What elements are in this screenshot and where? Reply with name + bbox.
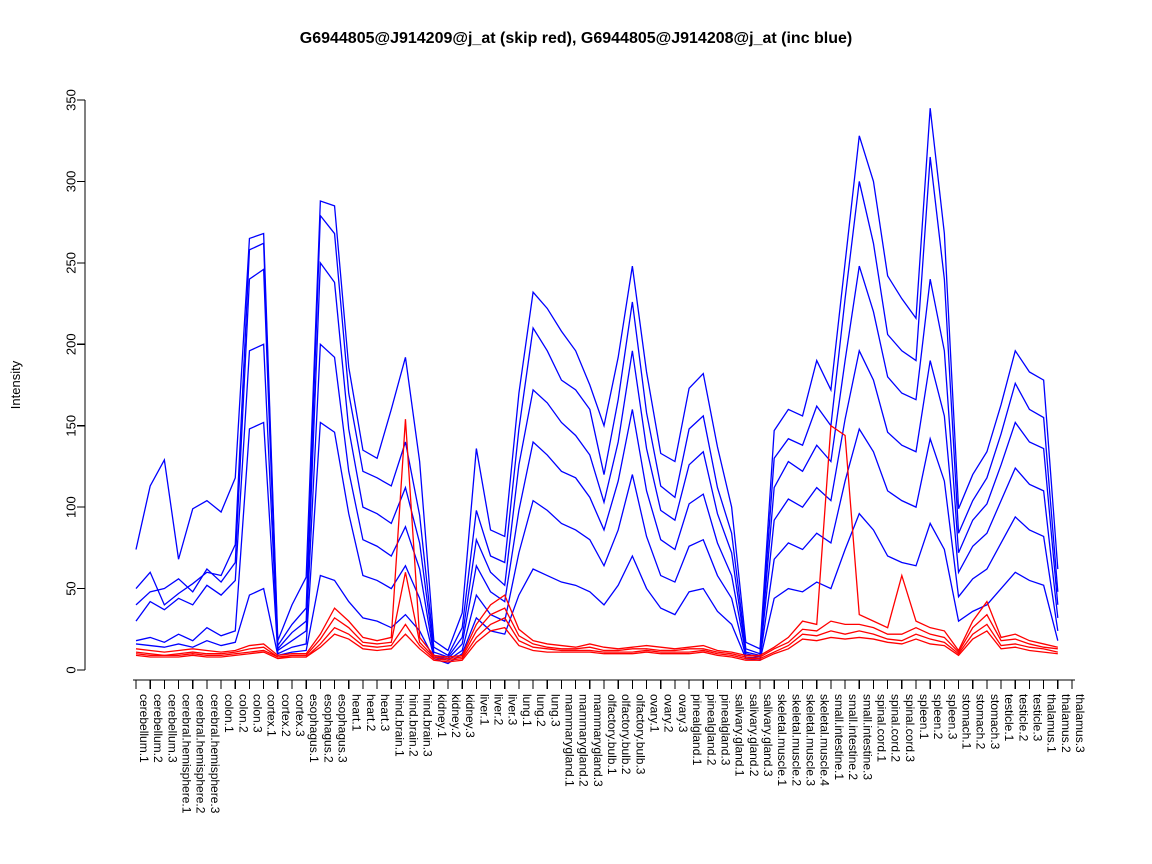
y-tick-label: 0 [64, 666, 79, 673]
series-line-skip-red-4 [135, 626, 1058, 663]
x-tick-label: pinealgland.3 [718, 694, 732, 766]
x-tick-label: cerebral.hemisphere.2 [194, 694, 208, 814]
series-line-inc-blue-5 [135, 421, 1059, 661]
x-tick-label: ovary.1 [648, 694, 662, 733]
x-tick-label: kidney.2 [449, 694, 463, 738]
x-tick-label: cortex.1 [265, 694, 279, 737]
x-tick-label: mammarygland.3 [591, 694, 605, 787]
x-tick-label: esophagus.2 [321, 694, 335, 763]
x-tick-label: small.intestine.3 [860, 694, 874, 780]
x-tick-label: spleen.1 [917, 694, 931, 740]
x-tick-label: mammarygland.2 [577, 694, 591, 787]
x-tick-label: lung.2 [534, 694, 548, 727]
x-tick-label: pinealgland.2 [704, 694, 718, 766]
x-tick-label: hind.brain.3 [421, 694, 435, 757]
x-tick-labels: cerebellum.1 cerebellum.2 cerebellum.3 cere… [137, 694, 1087, 814]
x-tick-label: colon.3 [250, 694, 264, 733]
x-tick-label: heart.1 [350, 694, 364, 732]
x-tick-label: esophagus.1 [307, 694, 321, 763]
series-line-inc-blue-6 [135, 512, 1059, 665]
y-tick-label: 300 [64, 171, 79, 193]
x-tick-label: esophagus.3 [336, 694, 350, 763]
x-tick-label: cerebral.hemisphere.3 [208, 694, 222, 814]
series-lines [135, 108, 1059, 665]
x-tick-label: skeletal.muscle.4 [818, 694, 832, 786]
y-tick-label: 150 [64, 415, 79, 437]
x-tick-label: hind.brain.2 [406, 694, 420, 757]
x-tick-label: cerebral.hemisphere.1 [180, 694, 194, 814]
x-tick-label: heart.2 [364, 694, 378, 732]
x-tick-label: small.intestine.2 [846, 694, 860, 780]
y-tick-label: 200 [64, 333, 79, 355]
x-tick-label: spinal.cord.1 [874, 694, 888, 762]
x-tick-label: cerebellum.3 [165, 694, 179, 763]
x-tick-label: testicle.2 [1016, 694, 1030, 742]
x-tick-label: spinal.cord.2 [889, 694, 903, 762]
x-tick-label: thalamus.2 [1059, 694, 1073, 753]
x-tick-label: thalamus.3 [1073, 694, 1087, 753]
series-line-inc-blue-1 [135, 108, 1059, 652]
x-tick-label: skeletal.muscle.1 [775, 694, 789, 786]
y-tick-label: 350 [64, 89, 79, 111]
y-tick-label: 50 [64, 581, 79, 595]
x-tick-label: ovary.2 [662, 694, 676, 733]
y-tick-label: 100 [64, 496, 79, 518]
x-tick-label: colon.1 [222, 694, 236, 733]
x-tick-label: heart.3 [378, 694, 392, 732]
x-tick-label: skeletal.muscle.3 [804, 694, 818, 786]
x-tick-label: kidney.3 [463, 694, 477, 738]
series-line-inc-blue-3 [135, 260, 1059, 658]
x-tick-label: spleen.2 [931, 694, 945, 740]
x-tick-label: kidney.1 [435, 694, 449, 738]
x-tick-label: cortex.3 [293, 694, 307, 737]
x-tick-label: ovary.3 [676, 694, 690, 733]
y-axis-title: Intensity [8, 360, 23, 409]
x-tick-label: skeletal.muscle.2 [789, 694, 803, 786]
x-tick-label: mammarygland.1 [562, 694, 576, 787]
series-line-inc-blue-2 [135, 156, 1059, 657]
x-tick-label: testicle.1 [1002, 694, 1016, 742]
x-tick-label: stomach.3 [988, 694, 1002, 750]
series-line-inc-blue-4 [135, 342, 1059, 660]
x-tick-label: salivary.gland.2 [747, 694, 761, 777]
x-tick-label: testicle.3 [1030, 694, 1044, 742]
x-tick-label: olfactory.bulb.1 [605, 694, 619, 775]
y-axis-label: Intensity [8, 360, 23, 409]
x-tick-label: olfactory.bulb.3 [633, 694, 647, 775]
x-tick-label: stomach.2 [974, 694, 988, 750]
x-tick-label: thalamus.1 [1045, 694, 1059, 753]
x-tick-label: olfactory.bulb.2 [619, 694, 633, 775]
x-tick-label: lung.3 [548, 694, 562, 727]
x-tick-label: spleen.3 [945, 694, 959, 740]
x-tick-label: stomach.1 [960, 694, 974, 750]
x-tick-label: spinal.cord.3 [903, 694, 917, 762]
x-tick-label: small.intestine.1 [832, 694, 846, 780]
x-tick-label: pinealgland.1 [690, 694, 704, 766]
y-axis: 0 50 100 150 200 250 300 350 [64, 89, 86, 674]
page-title: G6944805@J914209@j_at (skip red), G69448… [299, 30, 853, 47]
x-tick-label: liver.1 [477, 694, 491, 726]
x-tick-label: salivary.gland.1 [733, 694, 747, 777]
series-line-skip-red-2 [135, 572, 1058, 660]
x-tick-label: liver.3 [506, 694, 520, 726]
x-tick-label: hind.brain.1 [392, 694, 406, 757]
x-tick-label: liver.2 [492, 694, 506, 726]
x-tick-label: cerebellum.2 [151, 694, 165, 763]
x-tick-label: cerebellum.1 [137, 694, 151, 763]
x-tick-label: salivary.gland.3 [761, 694, 775, 777]
x-tick-label: cortex.2 [279, 694, 293, 737]
series-line-skip-red-1 [135, 419, 1058, 658]
y-tick-label: 250 [64, 252, 79, 274]
x-axis [133, 679, 1075, 689]
x-tick-label: lung.1 [520, 694, 534, 727]
x-tick-label: colon.2 [236, 694, 250, 733]
